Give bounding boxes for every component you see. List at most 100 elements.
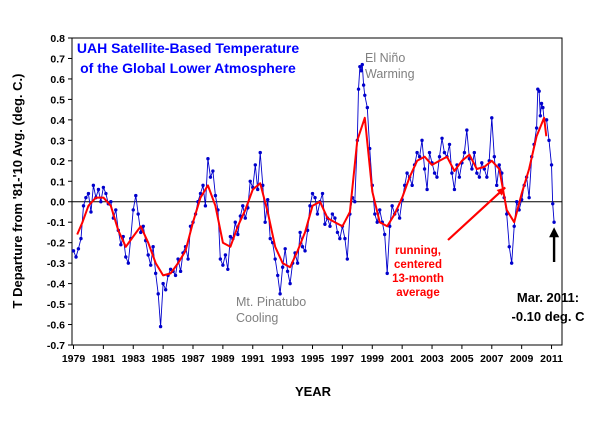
monthly-data-point [437, 155, 442, 159]
monthly-data-point [163, 288, 168, 292]
x-tick-label: 1993 [271, 353, 295, 365]
monthly-data-point [308, 204, 312, 208]
pinatubo-annotation: Mt. Pinatubo Cooling [236, 295, 306, 325]
monthly-data-point [146, 253, 150, 257]
x-tick-label: 1989 [211, 353, 235, 365]
monthly-data-point [427, 150, 432, 155]
monthly-data-point [330, 212, 335, 216]
monthly-data-point [266, 197, 270, 202]
y-tick-label: 0.7 [50, 53, 65, 65]
monthly-data-point [547, 138, 551, 143]
monthly-data-point [295, 261, 300, 265]
monthly-data-point [236, 232, 240, 237]
running-mean-annotation-line: 13-month [392, 273, 444, 285]
monthly-data-point [280, 265, 285, 269]
monthly-data-point [323, 222, 327, 226]
series-group [71, 62, 556, 329]
el-nino-annotation-line: Warming [365, 67, 415, 81]
x-tick-label: 2009 [510, 353, 534, 365]
annotations: El Niño Warming Mt. Pinatubo Cooling running… [236, 51, 585, 325]
plot-frame [71, 37, 563, 346]
march-2011-annotation-line: -0.10 deg. C [512, 309, 586, 324]
monthly-data-point [382, 232, 387, 237]
monthly-data-point [440, 136, 444, 140]
monthly-data-point [515, 200, 519, 204]
monthly-data-point [158, 324, 163, 329]
monthly-data-point [74, 255, 78, 259]
running-mean-line [76, 116, 548, 277]
x-tick-label: 1987 [181, 353, 205, 365]
x-tick-label: 1983 [122, 353, 146, 365]
monthly-data-point [373, 212, 377, 216]
monthly-data-point [422, 167, 427, 171]
monthly-data-point [226, 267, 230, 271]
monthly-data-point [303, 249, 307, 253]
monthly-data-point [268, 236, 272, 241]
y-tick-label: 0.3 [50, 135, 65, 147]
monthly-data-point [76, 247, 81, 251]
monthly-data-point [549, 163, 554, 167]
monthly-data-point [485, 175, 489, 179]
chart-title-line-2: of the Global Lower Atmosphere [80, 60, 296, 76]
monthly-data-point [186, 257, 190, 261]
monthly-data-point [472, 150, 477, 155]
monthly-data-point [338, 236, 342, 241]
monthly-data-point [405, 171, 409, 175]
monthly-data-point [91, 183, 96, 188]
x-tick-label: 1999 [361, 353, 385, 365]
monthly-data-point [313, 195, 317, 200]
monthly-data-point [258, 150, 262, 155]
pinatubo-annotation-line: Mt. Pinatubo [236, 295, 306, 309]
monthly-data-point [343, 236, 347, 241]
monthly-data-point [358, 64, 362, 69]
monthly-data-point [534, 126, 539, 130]
y-tick-label: 0.2 [50, 156, 65, 168]
monthly-data-point [345, 257, 350, 261]
monthly-data-point [512, 224, 516, 228]
monthly-data-point [527, 195, 531, 200]
monthly-data-point [273, 257, 277, 261]
monthly-data-point [208, 175, 213, 179]
monthly-data-point [248, 179, 252, 183]
monthly-data-point [211, 169, 215, 173]
monthly-data-point [462, 150, 467, 155]
monthly-data-point [300, 245, 305, 249]
monthly-data-point [450, 171, 454, 175]
monthly-data-point [480, 161, 484, 165]
x-tick-label: 1991 [241, 353, 265, 365]
monthly-data-point [475, 171, 479, 175]
monthly-data-point [551, 202, 555, 206]
x-tick-label: 1995 [301, 353, 325, 365]
y-tick-label: 0.1 [50, 176, 65, 188]
monthly-data-point [457, 175, 462, 179]
monthly-data-point [213, 193, 218, 198]
el-nino-annotation: El Niño Warming [365, 51, 415, 81]
y-tick-label: -0.3 [47, 258, 65, 270]
monthly-data-point [420, 138, 424, 143]
monthly-data-point [285, 269, 290, 274]
march-2011-arrowhead [549, 227, 560, 238]
monthly-data-point [333, 216, 337, 220]
monthly-data-point [415, 150, 419, 155]
y-tick-label: 0.6 [50, 74, 65, 86]
monthly-data-point [86, 191, 91, 196]
y-tick-label: 0.4 [50, 115, 65, 127]
monthly-data-point [141, 224, 145, 228]
monthly-data-point [435, 175, 439, 179]
monthly-data-point [490, 116, 494, 120]
monthly-data-point [385, 271, 389, 276]
monthly-data-point [119, 243, 123, 247]
x-tick-label: 2011 [540, 353, 563, 365]
monthly-data-point [298, 230, 302, 235]
x-tick-label: 2005 [450, 353, 474, 365]
monthly-data-point [221, 263, 225, 267]
monthly-data-point [124, 255, 128, 259]
monthly-data-point [278, 292, 282, 296]
monthly-data-point [109, 200, 113, 204]
monthly-data-point [149, 263, 153, 267]
monthly-data-point [320, 191, 325, 196]
y-tick-label: -0.6 [47, 320, 65, 332]
monthly-data-point [241, 204, 245, 208]
monthly-data-point [410, 183, 414, 188]
monthly-data-point [361, 83, 366, 87]
